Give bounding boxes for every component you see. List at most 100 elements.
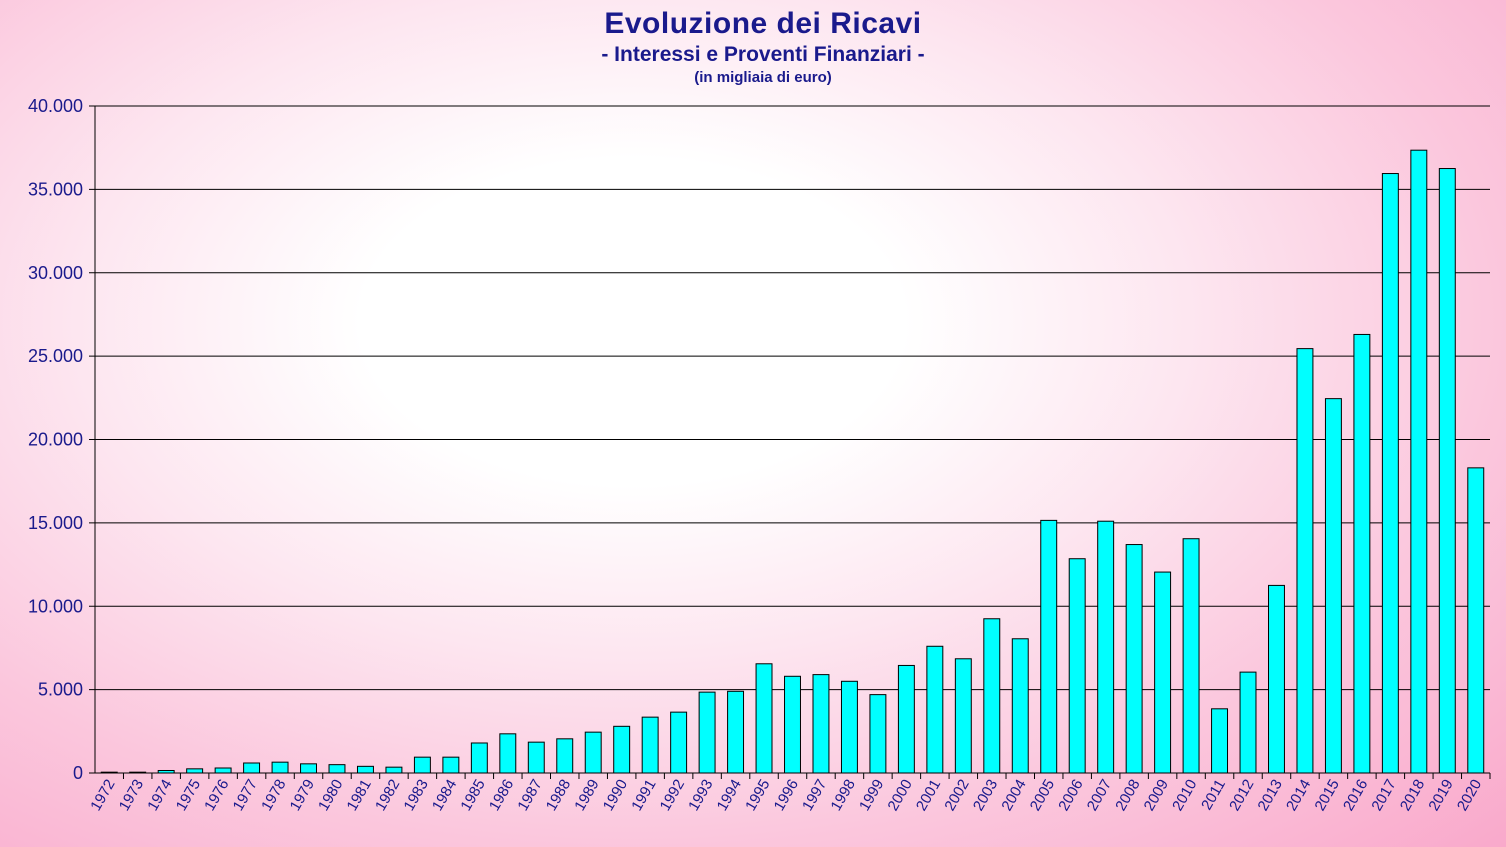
y-tick-labels: 0 5.000 10.000 15.000 20.000 25.000 30.000 35.0…	[28, 96, 83, 783]
bar-1985	[470, 742, 488, 774]
x-tick-label: 2010	[1169, 777, 1200, 814]
bar-1989	[584, 731, 602, 774]
y-tick-label: 10.000	[28, 596, 83, 616]
x-tick-label: 1983	[400, 777, 431, 814]
x-tick-label: 1985	[457, 777, 488, 814]
x-tick-label: 1997	[799, 777, 830, 814]
bar-1984	[442, 756, 460, 774]
x-tick-label: 1994	[714, 777, 745, 814]
x-tick-label: 1981	[344, 777, 375, 814]
bar-2017	[1381, 173, 1399, 774]
bar-2001	[926, 645, 944, 774]
bar-1975	[186, 768, 204, 774]
x-tick-label: 2000	[884, 777, 915, 814]
x-tick-label: 2007	[1084, 777, 1115, 814]
x-tick-label: 1973	[116, 777, 147, 814]
x-tick-label: 2017	[1368, 777, 1399, 814]
bar-2009	[1154, 571, 1172, 774]
x-tick-label: 2005	[1027, 777, 1058, 814]
x-tick-label: 1982	[372, 777, 403, 814]
bar-1982	[385, 766, 403, 774]
y-tick-label: 25.000	[28, 346, 83, 366]
y-tick-label: 20.000	[28, 430, 83, 450]
bar-2010	[1182, 538, 1200, 774]
bar-2013	[1268, 584, 1285, 774]
bar-1980	[328, 764, 346, 774]
bar-1987	[527, 741, 545, 774]
x-tick-label: 1996	[771, 777, 802, 814]
x-tick-labels: 1972197319741975197619771978197919801981…	[87, 776, 1485, 813]
x-tick-label: 2012	[1226, 777, 1257, 814]
chart-title: Evoluzione dei Ricavi	[604, 7, 922, 40]
bar-2012	[1239, 671, 1257, 774]
axes	[89, 105, 1491, 779]
x-tick-label: 2014	[1283, 777, 1314, 814]
chart-unit-note: (in migliaia di euro)	[694, 69, 832, 86]
bar-2000	[897, 664, 915, 774]
bar-1998	[840, 680, 858, 774]
x-tick-label: 1989	[571, 777, 602, 814]
title-block: Evoluzione dei Ricavi - Interessi e Prov…	[0, 6, 1506, 88]
x-tick-label: 2015	[1311, 777, 1342, 814]
x-tick-label: 1975	[173, 777, 204, 814]
x-tick-label: 1988	[543, 777, 574, 814]
x-tick-label: 1987	[514, 777, 545, 814]
bar-1996	[784, 675, 801, 774]
x-tick-label: 2001	[913, 777, 944, 814]
x-tick-label: 2009	[1141, 777, 1172, 814]
x-tick-label: 1993	[685, 777, 716, 814]
bar-2015	[1324, 398, 1342, 774]
y-tick-label: 15.000	[28, 513, 83, 533]
chart-subtitle: - Interessi e Proventi Finanziari -	[601, 43, 925, 66]
bar-1995	[755, 663, 773, 774]
x-tick-label: 1976	[201, 777, 232, 814]
x-tick-label: 2006	[1055, 777, 1086, 814]
x-tick-label: 1995	[742, 777, 773, 814]
bar-2007	[1097, 520, 1115, 774]
bar-1977	[243, 762, 261, 774]
bar-2014	[1296, 348, 1314, 774]
x-tick-label: 1984	[429, 777, 460, 814]
bar-2016	[1353, 333, 1371, 774]
bar-1986	[499, 733, 517, 774]
y-tick-label: 0	[73, 763, 83, 783]
bar-1978	[271, 761, 289, 774]
bar-2020	[1467, 467, 1485, 774]
bar-2006	[1068, 558, 1086, 774]
x-tick-label: 1990	[600, 777, 631, 814]
x-tick-label: 1986	[486, 777, 517, 814]
x-tick-label: 2019	[1425, 777, 1456, 814]
bar-1997	[812, 674, 830, 774]
grid-lines	[95, 105, 1490, 691]
x-tick-label: 2003	[970, 776, 1001, 813]
x-tick-label: 1978	[258, 777, 289, 814]
bar-2019	[1438, 168, 1456, 774]
x-tick-label: 1998	[827, 777, 858, 814]
x-tick-label: 2008	[1112, 777, 1143, 814]
bar-2002	[954, 658, 972, 774]
x-tick-label: 2011	[1198, 777, 1229, 813]
x-tick-label: 2004	[998, 777, 1029, 814]
bar-2005	[1040, 519, 1058, 774]
x-tick-label: 2002	[941, 777, 972, 814]
bar-1983	[413, 756, 431, 774]
x-tick-label: 2018	[1397, 777, 1428, 814]
bar-2011	[1211, 708, 1229, 774]
bar-1981	[356, 765, 374, 774]
y-tick-label: 35.000	[28, 179, 83, 199]
x-tick-label: 2013	[1255, 777, 1286, 814]
x-tick-label: 1972	[87, 777, 118, 814]
x-tick-label: 1977	[230, 777, 261, 814]
bar-1990	[613, 725, 631, 774]
bar-2004	[1011, 638, 1029, 774]
y-tick-label: 30.000	[28, 263, 83, 283]
bar-2008	[1125, 544, 1143, 774]
y-tick-label: 40.000	[28, 96, 83, 116]
bars	[100, 149, 1485, 774]
bar-1979	[300, 763, 317, 774]
bar-1999	[869, 694, 887, 774]
y-tick-label: 5.000	[38, 680, 83, 700]
bar-1994	[727, 690, 745, 774]
